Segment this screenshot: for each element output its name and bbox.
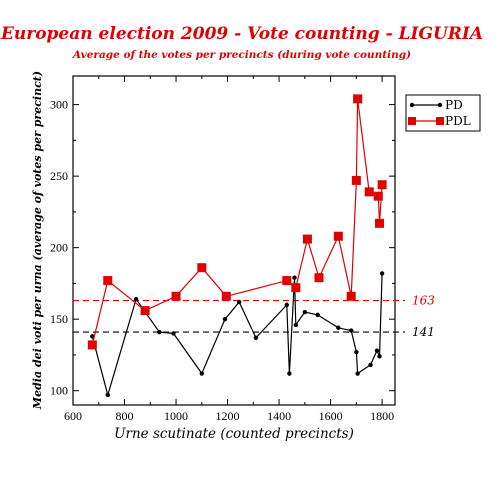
series-pdl-line bbox=[91, 98, 383, 346]
series-pdl-point bbox=[140, 306, 150, 316]
y-tick-label: 250 bbox=[50, 169, 68, 183]
series-pd-point bbox=[284, 302, 290, 308]
legend-pd-marker-end bbox=[437, 102, 443, 108]
reference-label-163: 163 bbox=[412, 294, 435, 308]
x-tick-label: 1600 bbox=[319, 409, 343, 423]
series-pd-point bbox=[157, 329, 162, 335]
series-pd-point bbox=[287, 371, 292, 376]
y-axis-label: Media dei voti per urna (average of vote… bbox=[31, 71, 44, 410]
series-pd-point bbox=[292, 275, 297, 280]
series-pdl-point bbox=[87, 340, 97, 350]
series-pd-point bbox=[171, 331, 176, 336]
legend-entry-pdl: PDL bbox=[408, 114, 471, 128]
chart-title: European election 2009 - Vote counting -… bbox=[0, 24, 483, 44]
legend: PD PDL bbox=[405, 94, 481, 132]
x-tick-label: 1200 bbox=[216, 409, 240, 423]
series-pdl-point bbox=[221, 291, 231, 301]
series-pdl-point bbox=[282, 276, 292, 286]
series-pd-line bbox=[91, 273, 383, 398]
series-pdl-point bbox=[291, 283, 301, 293]
legend-pd-marker-start bbox=[409, 102, 415, 108]
series-pdl-point bbox=[346, 291, 356, 301]
legend-pdl-marker-start bbox=[408, 117, 416, 125]
series-pd-point bbox=[336, 325, 341, 330]
series-pdl-point bbox=[373, 191, 383, 201]
series-pd-point bbox=[377, 354, 382, 359]
series-pdl-point bbox=[377, 180, 387, 190]
series-pdl-point bbox=[333, 231, 343, 241]
series-pdl-point bbox=[364, 187, 374, 197]
series-pd-point bbox=[90, 334, 95, 339]
y-tick-label: 300 bbox=[50, 98, 68, 112]
series-pd-point bbox=[236, 299, 242, 305]
series-pd-point bbox=[293, 322, 299, 328]
x-axis-label: Urne scutinate (counted precincts) bbox=[114, 426, 354, 442]
y-tick-label: 150 bbox=[50, 312, 68, 326]
x-axis: 600 800 1000 1200 1400 1600 1800 bbox=[64, 76, 394, 423]
legend-pdl-marker-end bbox=[436, 117, 444, 125]
series-pd-point bbox=[379, 271, 385, 276]
x-tick-label: 600 bbox=[64, 409, 82, 423]
series-pd-point bbox=[253, 335, 259, 340]
series-pd-point bbox=[199, 371, 204, 376]
series-pd-point bbox=[302, 309, 308, 315]
series-pdl-point bbox=[353, 94, 363, 104]
series-pd-point bbox=[349, 328, 354, 333]
y-tick-label: 200 bbox=[50, 241, 68, 255]
series-pdl-point bbox=[302, 234, 312, 244]
legend-pd-label: PD bbox=[445, 98, 463, 112]
reference-label-141: 141 bbox=[412, 325, 435, 339]
y-tick-label: 100 bbox=[50, 384, 68, 398]
series-pdl-point bbox=[375, 218, 385, 228]
x-tick-label: 1000 bbox=[164, 409, 188, 423]
series-pdl-point bbox=[351, 175, 361, 185]
plot-frame bbox=[72, 75, 396, 406]
legend-entry-pd: PD bbox=[409, 98, 463, 112]
series-layer bbox=[87, 94, 387, 398]
series-pd-point bbox=[374, 348, 380, 353]
series-pdl-point bbox=[197, 263, 207, 273]
legend-pdl-label: PDL bbox=[445, 114, 471, 128]
series-pdl-point bbox=[103, 276, 113, 286]
series-pd-point bbox=[315, 312, 320, 318]
x-tick-label: 1800 bbox=[370, 409, 394, 423]
x-tick-label: 800 bbox=[116, 409, 134, 423]
series-pd-point bbox=[355, 371, 360, 376]
series-pdl-point bbox=[171, 291, 181, 301]
series-pd-point bbox=[222, 316, 228, 322]
reference-lines: 163 141 bbox=[73, 294, 435, 339]
series-pdl-point bbox=[314, 273, 324, 283]
x-tick-label: 1400 bbox=[267, 409, 291, 423]
series-pd-point bbox=[105, 392, 110, 398]
series-pd-point bbox=[368, 362, 373, 368]
series-pd-point bbox=[354, 349, 359, 355]
chart-subtitle: Average of the votes per precincts (duri… bbox=[72, 49, 411, 61]
series-pd-point bbox=[133, 296, 139, 302]
y-axis: 100 150 200 250 300 bbox=[50, 98, 395, 398]
